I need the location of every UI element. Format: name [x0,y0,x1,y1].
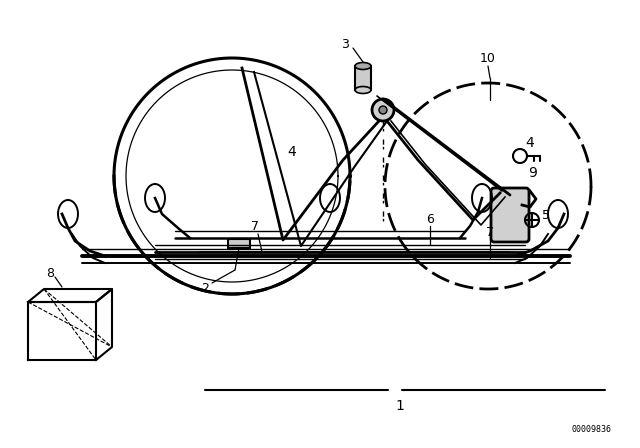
Ellipse shape [355,63,371,69]
Text: 4: 4 [525,136,534,150]
Text: 2: 2 [201,281,209,294]
Text: 7: 7 [251,220,259,233]
Text: 3: 3 [341,38,349,51]
Bar [228,239,250,248]
Text: 7: 7 [486,225,494,238]
Text: 10: 10 [480,52,496,65]
Text: 4: 4 [287,145,296,159]
FancyBboxPatch shape [491,188,529,242]
Circle shape [379,106,387,114]
Circle shape [372,99,394,121]
Text: 9: 9 [529,166,538,180]
Text: 1: 1 [396,399,404,413]
Ellipse shape [355,86,371,94]
Text: 5: 5 [542,208,550,221]
Text: 8: 8 [46,267,54,280]
Text: 00009836: 00009836 [572,425,612,434]
Text: 6: 6 [426,212,434,225]
Bar [355,66,371,90]
